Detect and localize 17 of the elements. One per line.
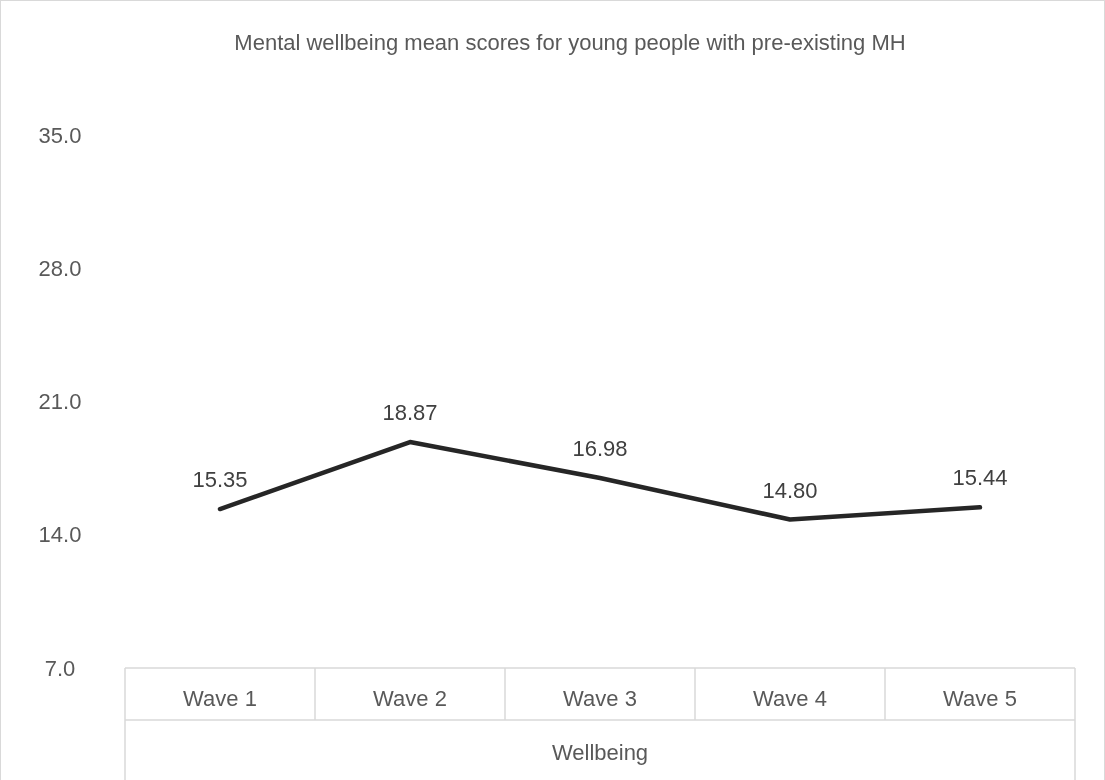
- data-label: 18.87: [382, 400, 438, 426]
- x-tick-label: Wave 4: [753, 686, 827, 711]
- x-tick-label: Wave 3: [563, 686, 637, 711]
- x-axis-title: Wellbeing: [551, 740, 649, 765]
- data-label: 15.44: [952, 465, 1008, 491]
- data-label: 16.98: [572, 436, 628, 462]
- data-label: 14.80: [762, 477, 818, 503]
- x-tick-label: Wave 2: [373, 686, 447, 711]
- y-tick-label: 14.0: [38, 522, 82, 548]
- y-tick-label: 28.0: [38, 255, 82, 281]
- y-tick-label: 35.0: [38, 122, 82, 148]
- x-tick-label: Wave 1: [183, 686, 257, 711]
- data-label: 15.35: [192, 467, 248, 493]
- y-tick-label: 7.0: [44, 655, 76, 681]
- y-tick-label: 21.0: [38, 389, 82, 415]
- chart-title: Mental wellbeing mean scores for young people with pre-existing MH: [234, 30, 906, 55]
- x-tick-label: Wave 5: [943, 686, 1017, 711]
